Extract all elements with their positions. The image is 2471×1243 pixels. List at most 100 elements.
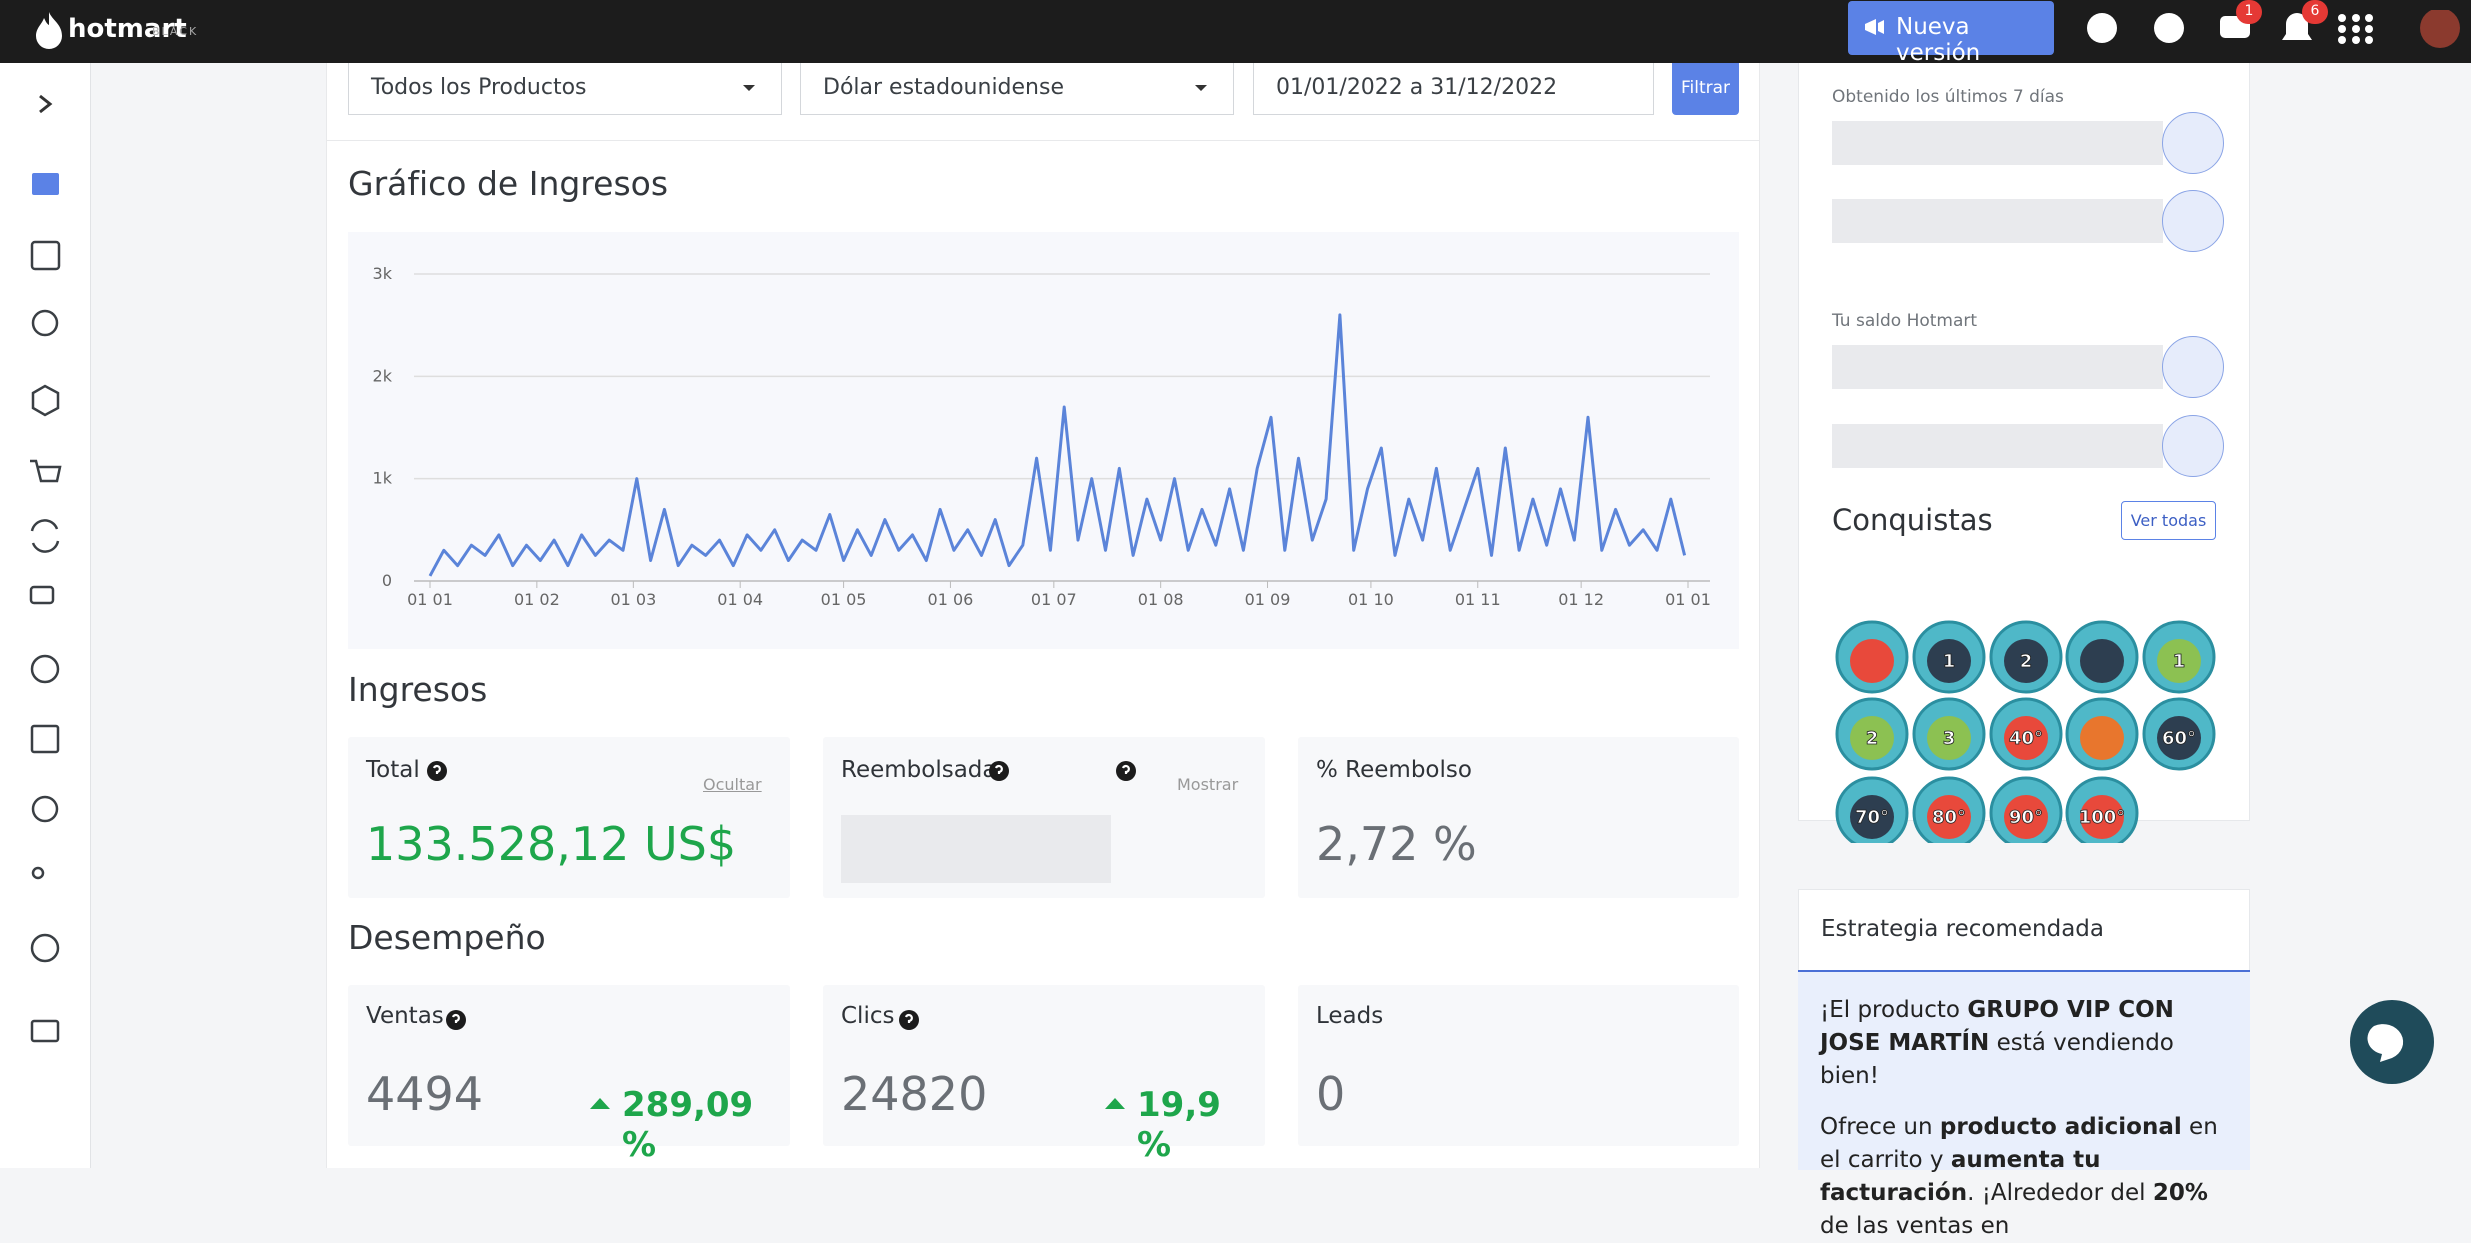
top-bar: hotmart BLACK Nueva versión 1 6 [0, 0, 2471, 66]
toggle-visibility[interactable] [2162, 415, 2224, 477]
divider [326, 140, 1760, 141]
badge-label: 80° [1932, 807, 1966, 828]
right-panel: Obtenido los últimos 7 días Tu saldo Hot… [1798, 63, 2250, 843]
strategy-paragraph: Ofrece un producto adicional en el carri… [1820, 1111, 2228, 1243]
badge-label: 3 [1943, 728, 1956, 749]
chat-launcher[interactable] [2350, 1000, 2434, 1084]
chart-title: Gráfico de Ingresos [348, 164, 669, 203]
money-icon[interactable] [30, 654, 60, 684]
settings-icon[interactable] [31, 795, 59, 823]
currency-select[interactable]: Dólar estadounidense [800, 63, 1234, 115]
badge-label: 1 [1943, 651, 1956, 672]
badge-inner [2004, 639, 2048, 683]
date-input[interactable]: 01/01/2022 a 31/12/2022 [1253, 63, 1654, 115]
sidebar-icons [29, 94, 62, 1043]
product-select-label: Todos los Productos [371, 75, 587, 100]
clicks-value: 24820 [841, 1067, 988, 1121]
strategy-text: GRUPO VIP CON JOSE MARTÍN [1820, 997, 2174, 1056]
badge-inner [1850, 716, 1894, 760]
help-icon[interactable] [2087, 13, 2117, 43]
hide-link[interactable]: Ocultar [703, 775, 762, 794]
x-tick-label: 01 12 [1558, 590, 1604, 609]
strategy-text: 20% [2152, 1180, 2208, 1206]
x-tick-label: 01 11 [1455, 590, 1501, 609]
badge-label: 2 [1866, 728, 1879, 749]
badge-inner [2157, 639, 2201, 683]
new-version-button[interactable]: Nueva versión [1848, 1, 2054, 66]
strategy-card: Estrategia recomendada ¡El producto GRUP… [1798, 889, 2250, 1239]
cart-icon[interactable] [30, 459, 62, 483]
currency-select-label: Dólar estadounidense [823, 75, 1065, 100]
badge-inner [2004, 795, 2048, 839]
see-all-button[interactable]: Ver todas [2121, 501, 2216, 540]
team-icon[interactable] [31, 866, 45, 880]
product-select[interactable]: Todos los Productos [348, 63, 782, 115]
conquests-title: Conquistas [1832, 503, 1993, 537]
filter-button[interactable]: Filtrar [1672, 63, 1739, 115]
y-tick-label: 0 [382, 571, 392, 590]
badge-label: 2 [2020, 651, 2033, 672]
badge-inner [1850, 795, 1894, 839]
recurrence-icon[interactable] [30, 519, 60, 553]
analytics-icon[interactable] [30, 933, 60, 963]
strategy-text: está vendiendo bien! [1820, 1030, 2174, 1089]
strategy-title: Estrategia recomendada [1821, 916, 2104, 942]
toggle-visibility[interactable] [2162, 336, 2224, 398]
select-carets [743, 85, 1207, 91]
sales-card: Ventas 4494 289,09 % [348, 985, 790, 1165]
y-tick-label: 3k [373, 264, 393, 283]
x-tick-label: 01 10 [1348, 590, 1394, 609]
card-label: Clics [841, 1003, 895, 1029]
card-label: % Reembolso [1316, 757, 1472, 783]
toggle-visibility[interactable] [2162, 190, 2224, 252]
megaphone-icon [1865, 19, 1884, 35]
badge-inner [2080, 716, 2124, 760]
brand: hotmart [68, 14, 187, 44]
products-icon[interactable] [30, 240, 61, 271]
x-tick-label: 01 07 [1031, 590, 1077, 609]
sidebar [0, 63, 91, 1168]
clicks-card: Clics 24820 19,9 % [823, 985, 1265, 1165]
refund-rate-value: 2,72 % [1316, 817, 1477, 871]
avatar[interactable] [2420, 10, 2460, 48]
badge-label: 100° [2079, 807, 2126, 828]
screen-icon[interactable] [30, 1019, 60, 1043]
refund-rate-card: % Reembolso 2,72 % [1298, 737, 1739, 898]
new-version-label: Nueva versión [1896, 14, 1981, 66]
messages-icon[interactable] [29, 585, 55, 605]
card-label: Total [366, 757, 420, 783]
apps-icon[interactable] [2338, 14, 2373, 44]
top-icons [2087, 10, 2460, 48]
total-value: 133.528,12 US$ [366, 817, 737, 871]
show-link[interactable]: Mostrar [1177, 775, 1239, 794]
clicks-change: 19,9 % [1137, 1085, 1221, 1165]
leads-value: 0 [1316, 1067, 1346, 1121]
badge-label: 1 [2173, 651, 2186, 672]
balance-label: Tu saldo Hotmart [1832, 311, 1978, 331]
strategy-body: ¡El producto GRUPO VIP CON JOSE MARTÍN e… [1798, 970, 2250, 1239]
badges: 1 2 1 2 3 40° 60° 70° 80° 90° 100° [1835, 620, 2216, 843]
support-icon[interactable] [2154, 13, 2184, 43]
see-all-label: Ver todas [2130, 511, 2207, 530]
badge-label: 60° [2162, 728, 2196, 749]
total-card: Total Ocultar 133.528,12 US$ [348, 737, 790, 898]
box-icon[interactable] [31, 384, 60, 417]
refunded-card: Reembolsada Mostrar [823, 737, 1265, 898]
sales-change: 289,09 % [622, 1085, 754, 1165]
reports-icon[interactable] [30, 724, 60, 754]
toggle-visibility[interactable] [2162, 112, 2224, 174]
last7-label: Obtenido los últimos 7 días [1832, 87, 2064, 107]
chat-launcher-icon [2367, 1024, 2404, 1062]
badge-inner [1927, 716, 1971, 760]
strategy-text: Ofrece un [1820, 1114, 1940, 1140]
x-tick-label: 01 02 [514, 590, 560, 609]
sales-value: 4494 [366, 1067, 484, 1121]
badge-inner [2080, 639, 2124, 683]
affiliates-icon[interactable] [31, 309, 59, 337]
hidden-bar [1832, 199, 2163, 243]
dashboard-icon[interactable] [32, 173, 59, 195]
badge-inner [1927, 795, 1971, 839]
expand-icon[interactable] [39, 94, 53, 114]
income-title: Ingresos [348, 670, 488, 709]
